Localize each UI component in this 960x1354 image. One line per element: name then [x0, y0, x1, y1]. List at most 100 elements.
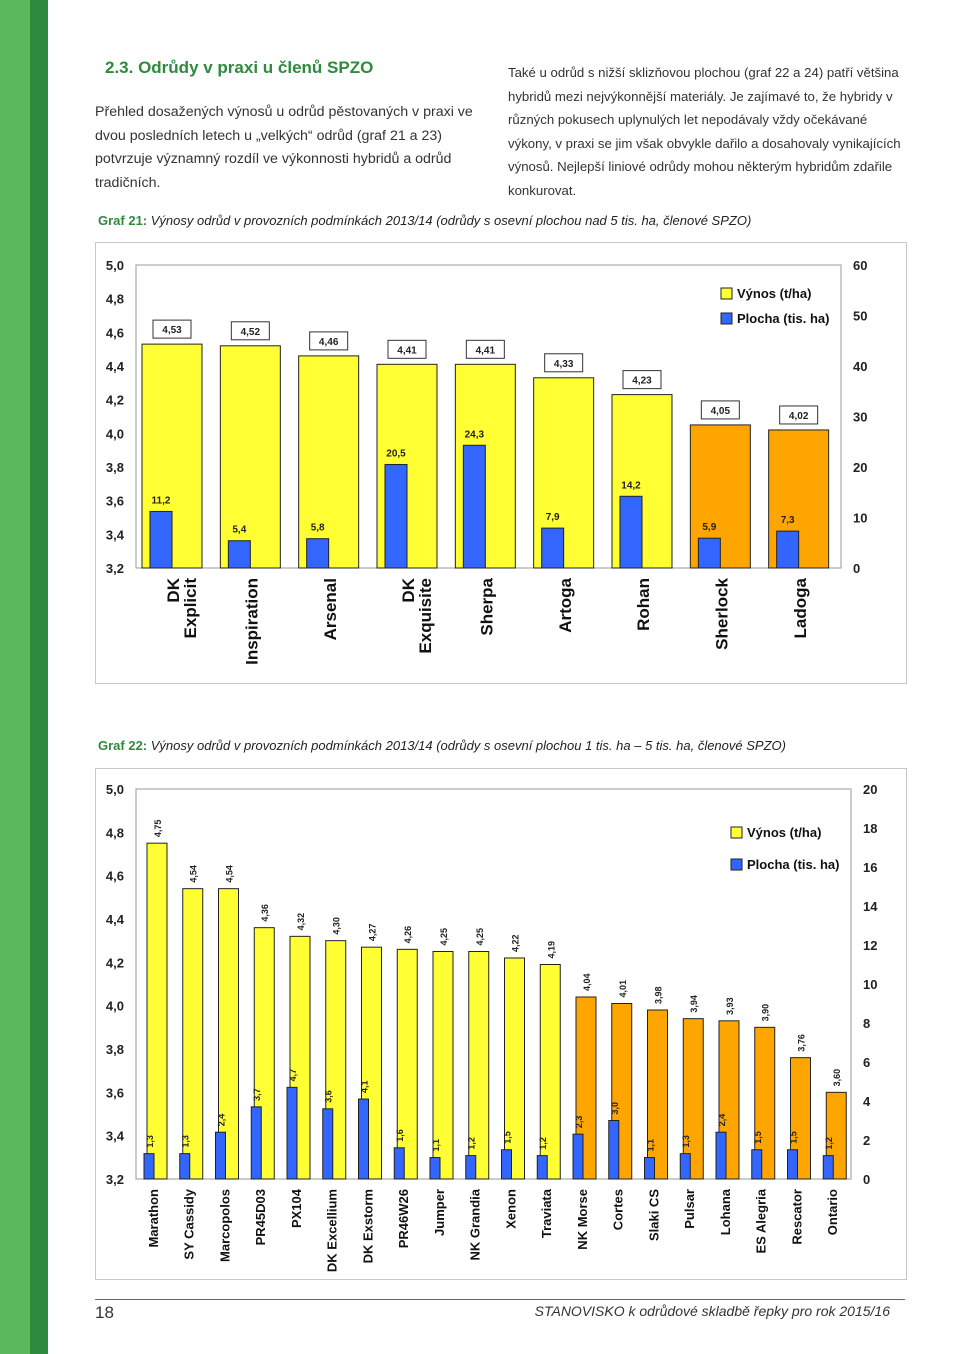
area-data-label: 1,5	[789, 1131, 799, 1144]
y2-tick-label: 4	[863, 1094, 871, 1109]
y-tick-label: 3,2	[106, 561, 124, 576]
bar-yield	[146, 842, 168, 1180]
area-data-label: 5,4	[232, 525, 246, 536]
y-tick-label: 4,0	[106, 999, 124, 1014]
yield-data-label: 4,32	[296, 913, 306, 931]
bar-area	[679, 1153, 691, 1180]
area-data-label: 1,3	[145, 1135, 155, 1148]
yield-data-label: 3,76	[797, 1034, 807, 1052]
category-label: PR45D03	[253, 1189, 268, 1245]
y-tick-label: 3,4	[106, 527, 125, 542]
area-data-label: 1,5	[753, 1131, 763, 1144]
legend-label-area: Plocha (tis. ha)	[737, 311, 829, 326]
bar-area	[465, 1155, 477, 1180]
category-label: Exquisite	[416, 578, 435, 654]
yield-data-label: 4,04	[582, 973, 592, 991]
bar-area	[787, 1149, 798, 1180]
area-data-label: 3,0	[610, 1102, 620, 1115]
yield-data-label: 3,94	[689, 995, 699, 1013]
area-data-label: 7,3	[781, 515, 795, 526]
graf21-chart: 5,0 4,8 4,6 4,4 4,2 4,0 3,8 3,6 3,4 3,2 60 50 40 30 20…	[95, 242, 907, 684]
y-tick-label: 4,4	[106, 912, 125, 927]
legend-label-yield: Výnos (t/ha)	[737, 286, 811, 301]
bar-area	[179, 1153, 191, 1180]
y-tick-label: 3,2	[106, 1172, 124, 1187]
yield-label-box	[309, 331, 349, 351]
category-label: DK Exstorm	[360, 1189, 375, 1263]
yield-label-box	[622, 370, 662, 390]
yield-data-label: 4,26	[403, 926, 413, 944]
yield-label-box	[230, 321, 270, 341]
bar-yield	[575, 996, 597, 1180]
bar-area	[715, 1131, 727, 1180]
yield-data-label: 4,05	[711, 406, 731, 417]
area-data-label: 11,2	[152, 495, 171, 506]
yield-label-box	[700, 400, 740, 420]
legend-label-area: Plocha (tis. ha)	[747, 857, 839, 872]
yield-data-label: 4,46	[319, 337, 339, 348]
bar-yield	[504, 957, 525, 1180]
category-label: Jumper	[432, 1189, 447, 1236]
area-data-label: 1,6	[395, 1129, 405, 1142]
graf21-label: Graf 21:	[98, 213, 148, 228]
yield-data-label: 4,75	[153, 820, 163, 838]
y2-tick-label: 10	[853, 511, 867, 526]
y-tick-label: 4,2	[106, 393, 124, 408]
yield-data-label: 4,54	[189, 865, 199, 883]
footer-publication: STANOVISKO k odrůdové skladbě řepky pro …	[534, 1303, 890, 1319]
legend-swatch-area	[730, 858, 743, 871]
bar-yield	[468, 951, 490, 1180]
bar-yield	[182, 888, 204, 1180]
yield-data-label: 3,60	[832, 1069, 842, 1087]
yield-label-box	[152, 319, 192, 339]
y2-tick-label: 10	[863, 977, 877, 992]
y-tick-label: 4,0	[106, 426, 124, 441]
area-data-label: 20,5	[386, 448, 406, 459]
y-tick-label: 4,8	[106, 292, 124, 307]
graf22-label: Graf 22:	[98, 738, 148, 753]
bar-area	[429, 1157, 441, 1180]
bar-area	[215, 1131, 226, 1180]
bar-area	[608, 1120, 620, 1180]
y-tick-label: 5,0	[106, 258, 124, 273]
y2-tick-label: 2	[863, 1133, 870, 1148]
bar-area	[751, 1149, 763, 1180]
bar-area	[697, 537, 721, 569]
area-data-label: 5,9	[702, 522, 716, 533]
category-label: Rohan	[634, 578, 653, 631]
bar-area	[619, 495, 643, 569]
yield-label-box	[779, 405, 819, 425]
area-data-label: 4,7	[288, 1069, 298, 1082]
bar-yield	[647, 1009, 668, 1180]
yield-data-label: 4,30	[332, 917, 342, 935]
bar-yield	[396, 948, 418, 1180]
graf21-title: Graf 21: Výnosy odrůd v provozních podmí…	[98, 213, 751, 228]
y-tick-label: 3,8	[106, 1042, 124, 1057]
category-label: ES Alegria	[754, 1188, 769, 1253]
paragraph-right: Také u odrůd s nižší sklizňovou plochou …	[508, 65, 901, 198]
bar-area	[776, 530, 800, 569]
y-tick-label: 4,8	[106, 825, 124, 840]
area-data-label: 2,4	[217, 1114, 227, 1127]
bar-yield	[682, 1018, 704, 1180]
yield-label-box	[544, 353, 584, 373]
area-data-label: 1,3	[681, 1135, 691, 1148]
category-label: PX104	[289, 1188, 304, 1228]
yield-data-label: 4,41	[397, 345, 417, 356]
category-label: SY Cassidy	[182, 1188, 197, 1259]
bar-area	[143, 1153, 155, 1180]
bar-area	[358, 1098, 369, 1180]
bar-area	[322, 1108, 334, 1180]
paragraph-left: Přehled dosažených výnosů u odrůd pěstov…	[95, 104, 473, 191]
section-title: 2.3. Odrůdy v praxi u členů SPZO	[105, 58, 374, 77]
decorative-stripe-dark	[30, 0, 48, 1354]
category-label: Marcopolos	[217, 1189, 232, 1262]
bar-area	[286, 1086, 298, 1180]
bar-area	[227, 540, 251, 569]
category-label: Lohana	[718, 1188, 733, 1235]
yield-data-label: 3,98	[654, 986, 664, 1004]
yield-data-label: 4,25	[475, 928, 485, 946]
area-data-label: 7,9	[546, 512, 560, 523]
yield-data-label: 3,93	[725, 997, 735, 1015]
area-data-label: 2,3	[574, 1116, 584, 1129]
